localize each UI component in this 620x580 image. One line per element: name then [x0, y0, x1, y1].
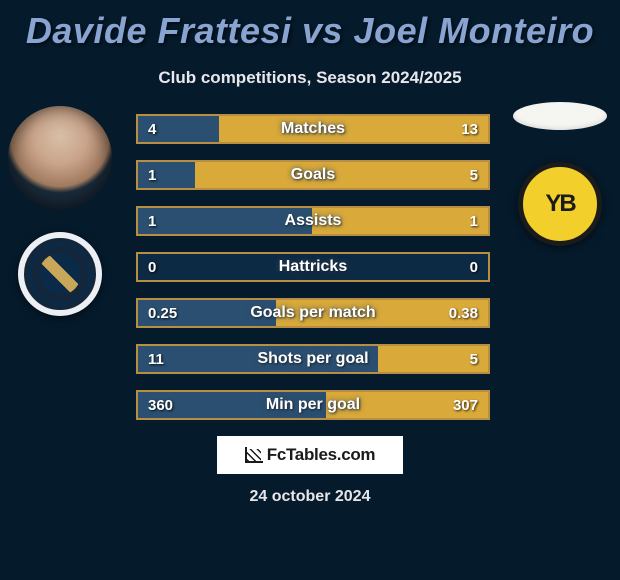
player2-flag [513, 102, 607, 130]
stat-label: Shots per goal [138, 346, 488, 372]
brand-badge: FcTables.com [217, 436, 403, 474]
stat-row: 00Hattricks [136, 252, 490, 282]
stat-label: Hattricks [138, 254, 488, 280]
stat-row: 115Shots per goal [136, 344, 490, 374]
stat-row: 15Goals [136, 160, 490, 190]
page-title: Davide Frattesi vs Joel Monteiro [0, 0, 620, 52]
player1-club-logo [18, 232, 102, 316]
stat-label: Min per goal [138, 392, 488, 418]
stat-row: 360307Min per goal [136, 390, 490, 420]
brand-icon [245, 447, 263, 463]
stat-row: 413Matches [136, 114, 490, 144]
stat-row: 0.250.38Goals per match [136, 298, 490, 328]
stat-row: 11Assists [136, 206, 490, 236]
brand-text: FcTables.com [267, 445, 376, 465]
subtitle: Club competitions, Season 2024/2025 [0, 68, 620, 88]
player1-avatar [8, 106, 112, 210]
stat-label: Assists [138, 208, 488, 234]
stat-bars: 413Matches 15Goals 11Assists 00Hattricks 0.2… [136, 114, 490, 420]
stat-label: Matches [138, 116, 488, 142]
player2-club-logo: YB [518, 162, 602, 246]
stat-label: Goals per match [138, 300, 488, 326]
comparison-content: YB 413Matches 15Goals 11Assists 00Hattricks… [0, 114, 620, 420]
snapshot-date: 24 october 2024 [0, 488, 620, 506]
player2-column: YB [510, 102, 610, 246]
stat-label: Goals [138, 162, 488, 188]
player1-column [8, 106, 112, 316]
